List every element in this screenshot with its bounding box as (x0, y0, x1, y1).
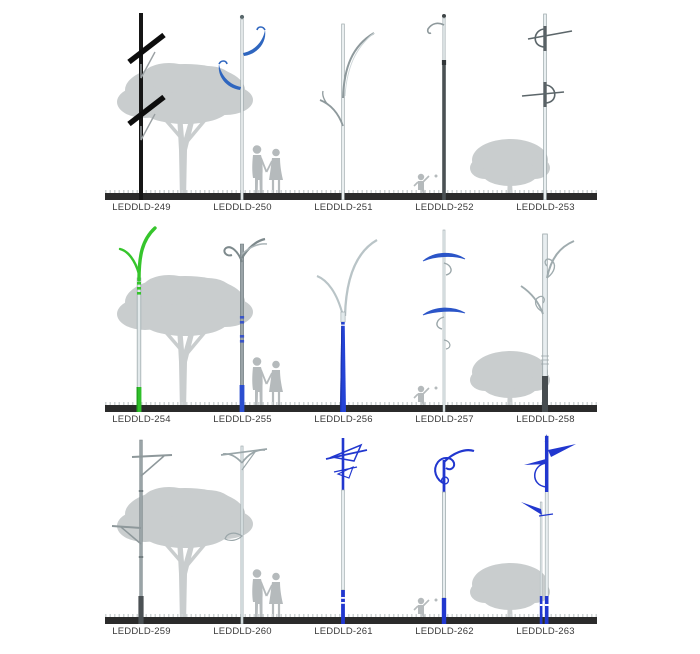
label-row: LEDDLD-254 LEDDLD-255 LEDDLD-256 LEDDLD-… (91, 414, 596, 425)
pole-label: LEDDLD-258 (516, 414, 575, 425)
pole-figure-leddld-260 (192, 432, 293, 624)
catalog-row-2: LEDDLD-254 LEDDLD-255 LEDDLD-256 LEDDLD-… (91, 220, 597, 432)
catalog-row-3: LEDDLD-259 LEDDLD-260 LEDDLD-261 LEDDLD-… (91, 432, 597, 644)
ground-bar (105, 405, 597, 412)
pedestrians-silhouette (252, 569, 283, 623)
pole-figure-leddld-263 (495, 432, 596, 624)
grass-strip (105, 190, 597, 193)
catalog-row-1: LEDDLD-249 LEDDLD-250 LEDDLD-251 LEDDLD-… (91, 8, 597, 220)
lamp-post-259-drawing (111, 439, 173, 624)
pole-label: LEDDLD-249 (112, 202, 171, 213)
pole-figures (91, 432, 596, 624)
pole-figure-leddld-259 (91, 432, 192, 624)
pole-figures (91, 8, 596, 200)
pole-label: LEDDLD-259 (112, 626, 171, 637)
tree-silhouette (470, 351, 550, 412)
pole-figure-leddld-256 (293, 220, 394, 412)
pole-figure-leddld-258 (495, 220, 596, 412)
pedestrians-silhouette (252, 145, 283, 199)
lamp-post-258-drawing (520, 233, 575, 412)
pole-label: LEDDLD-263 (516, 626, 575, 637)
tree-silhouette (470, 563, 550, 624)
lamp-post-253-drawing (521, 13, 573, 200)
lamp-post-250-drawing (218, 14, 266, 200)
lamp-post-257-drawing (422, 229, 466, 412)
pole-figure-leddld-255 (192, 220, 293, 412)
grass-strip (105, 614, 597, 617)
pole-label: LEDDLD-261 (314, 626, 373, 637)
pole-figure-leddld-262 (394, 432, 495, 624)
pole-label: LEDDLD-256 (314, 414, 373, 425)
lamp-post-261-drawing (325, 438, 368, 624)
pole-figures (91, 220, 596, 412)
lamp-post-251-drawing (319, 23, 375, 200)
pole-label: LEDDLD-253 (516, 202, 575, 213)
pole-label: LEDDLD-255 (213, 414, 272, 425)
pedestrians-silhouette (252, 357, 283, 411)
label-row: LEDDLD-259 LEDDLD-260 LEDDLD-261 LEDDLD-… (91, 626, 596, 637)
lamp-post-263-drawing (521, 434, 576, 624)
pole-figure-leddld-257 (394, 220, 495, 412)
lamp-post-260-drawing (220, 445, 268, 624)
lamp-post-255-drawing (223, 237, 268, 412)
pole-label: LEDDLD-262 (415, 626, 474, 637)
grass-strip (105, 402, 597, 405)
ground-bar (105, 193, 597, 200)
pole-label: LEDDLD-252 (415, 202, 474, 213)
pole-label: LEDDLD-254 (112, 414, 171, 425)
pole-figure-leddld-249 (91, 8, 192, 200)
pole-figure-leddld-261 (293, 432, 394, 624)
ground-bar (105, 617, 597, 624)
lamp-post-252-drawing (426, 14, 447, 200)
pole-figure-leddld-252 (394, 8, 495, 200)
pole-figure-leddld-251 (293, 8, 394, 200)
pole-label: LEDDLD-250 (213, 202, 272, 213)
pole-label: LEDDLD-257 (415, 414, 474, 425)
lamp-post-254-drawing (118, 226, 157, 412)
label-row: LEDDLD-249 LEDDLD-250 LEDDLD-251 LEDDLD-… (91, 202, 596, 213)
tree-silhouette (117, 487, 253, 624)
pole-figure-leddld-253 (495, 8, 596, 200)
lamp-post-262-drawing (434, 449, 475, 624)
pole-label: LEDDLD-251 (314, 202, 373, 213)
pole-label: LEDDLD-260 (213, 626, 272, 637)
lamp-post-249-drawing (127, 13, 166, 200)
pole-figure-leddld-254 (91, 220, 192, 412)
tree-silhouette (470, 139, 550, 200)
lamp-post-256-drawing (316, 239, 378, 412)
pole-figure-leddld-250 (192, 8, 293, 200)
tree-silhouette (117, 275, 253, 412)
